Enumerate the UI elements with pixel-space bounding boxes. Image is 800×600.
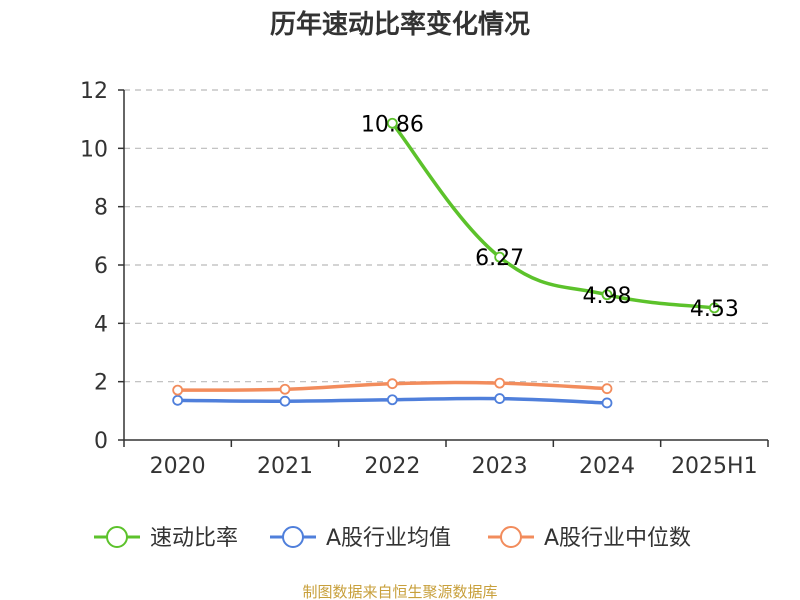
y-tick-label: 6: [94, 254, 108, 279]
data-point: [494, 251, 506, 263]
legend-label-0: 速动比率: [150, 526, 238, 551]
data-point: [279, 383, 291, 395]
x-tick-label: 2023: [472, 454, 528, 479]
x-tick-label: 2025H1: [671, 454, 758, 479]
legend: 速动比率 A股行业均值 A股行业中位数: [94, 526, 691, 551]
y-tick-label: 10: [80, 137, 108, 162]
data-point: [386, 394, 398, 406]
x-tick-label: 2020: [150, 454, 206, 479]
series-line-0: [390, 121, 717, 310]
data-label: 10.86: [361, 112, 424, 137]
data-point: [708, 302, 720, 314]
grid-lines: [124, 89, 768, 383]
series-group: [172, 117, 720, 409]
source-caption: 制图数据来自恒生聚源数据库: [302, 583, 497, 600]
chart-title: 历年速动比率变化情况: [270, 9, 530, 40]
data-point: [172, 384, 184, 396]
data-point: [172, 394, 184, 406]
legend-label-2: A股行业中位数: [544, 526, 691, 551]
data-point: [601, 289, 613, 301]
data-point: [494, 393, 506, 404]
data-label: 6.27: [475, 246, 524, 271]
x-axis-ticks: 2020 2021 2022 2023 2024 2025H1: [123, 440, 769, 479]
data-label: 4.53: [690, 297, 739, 322]
data-label: 4.98: [583, 284, 632, 309]
data-point: [279, 395, 291, 407]
data-point: [386, 378, 398, 390]
y-tick-label: 0: [94, 429, 108, 454]
y-axis-ticks: 0 2 4 6 8 10 12: [80, 79, 124, 454]
legend-marker-0: [106, 526, 128, 548]
x-tick-label: 2022: [364, 454, 420, 479]
data-point: [494, 377, 506, 389]
y-tick-label: 8: [94, 196, 108, 221]
data-point: [601, 383, 613, 395]
legend-marker-1: [282, 526, 304, 548]
y-tick-label: 2: [94, 371, 108, 396]
y-tick-label: 4: [94, 312, 108, 337]
y-tick-label: 12: [80, 79, 108, 104]
data-point: [386, 117, 398, 129]
x-tick-label: 2021: [257, 454, 313, 479]
data-point: [601, 397, 613, 409]
legend-label-1: A股行业均值: [326, 526, 451, 551]
legend-marker-2: [500, 526, 522, 548]
data-labels: 10.86 6.27 4.98 4.53: [361, 112, 739, 322]
x-tick-label: 2024: [579, 454, 635, 479]
